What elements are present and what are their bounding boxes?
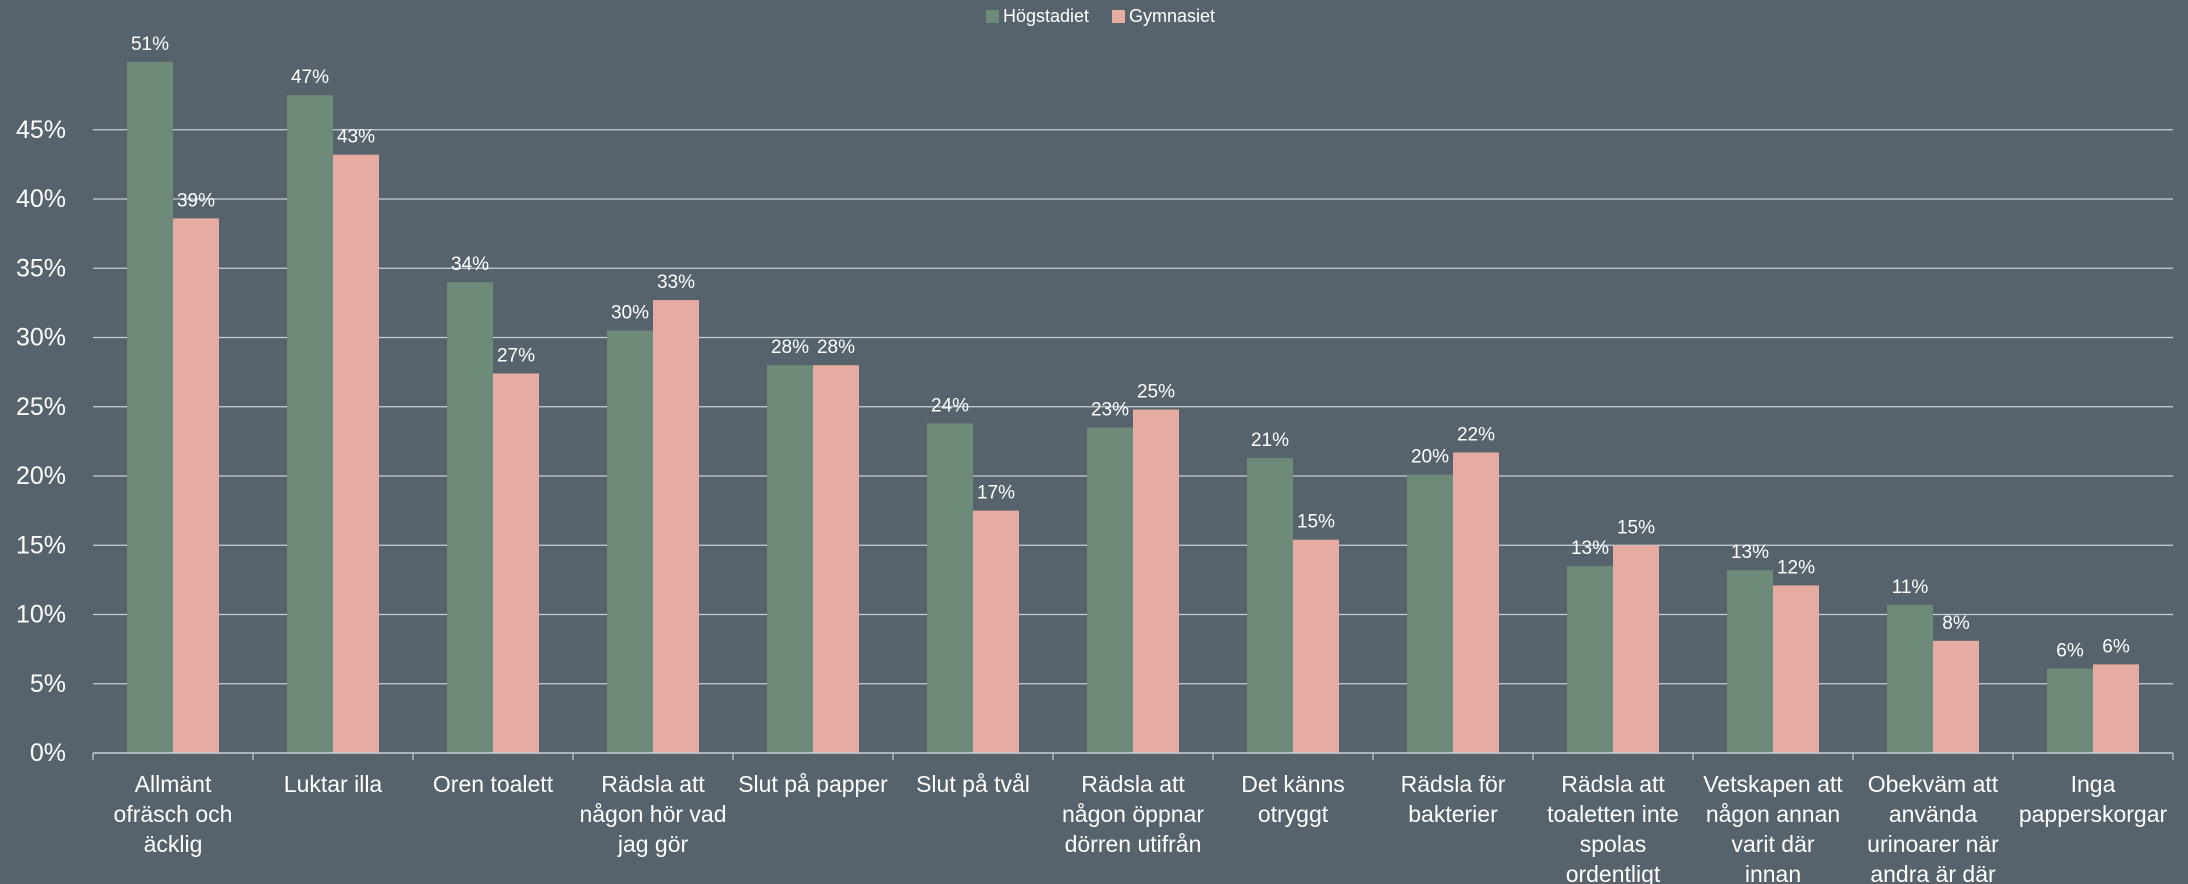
bar-gymnasiet <box>173 218 219 753</box>
legend-swatch <box>986 10 999 23</box>
bar-hogstadiet <box>2047 668 2093 753</box>
data-label: 25% <box>1137 382 1175 403</box>
data-label: 17% <box>977 483 1015 504</box>
data-label: 39% <box>177 190 215 211</box>
data-label: 27% <box>497 346 535 367</box>
category-label: Allmänt ofräsch och äcklig <box>114 771 233 857</box>
bar-gymnasiet <box>493 373 539 753</box>
y-tick-label: 35% <box>16 254 66 282</box>
data-label: 15% <box>1617 517 1655 538</box>
category-label: Slut på tvål <box>916 771 1030 797</box>
y-tick-label: 15% <box>16 531 66 559</box>
y-tick-label: 10% <box>16 601 66 629</box>
y-tick-label: 5% <box>30 670 66 698</box>
data-label: 28% <box>771 337 809 358</box>
category-label: Inga papperskorgar <box>2019 771 2168 827</box>
y-tick-label: 0% <box>30 739 66 767</box>
gridlines <box>93 129 2173 685</box>
bar-gymnasiet <box>973 510 1019 753</box>
category-label: Rädsla att någon hör vad jag gör <box>579 771 726 857</box>
legend: Högstadiet Gymnasiet <box>986 6 1215 26</box>
bar-gymnasiet <box>1933 640 1979 753</box>
bar-hogstadiet <box>767 365 813 753</box>
category-label: Rädsla att någon öppnar dörren utifrån <box>1062 771 1204 857</box>
data-label: 11% <box>1892 577 1929 598</box>
data-label: 23% <box>1091 400 1129 421</box>
bar-gymnasiet <box>653 300 699 753</box>
data-label: 51% <box>131 34 169 55</box>
bar-hogstadiet <box>127 61 173 753</box>
data-label: 20% <box>1411 447 1449 468</box>
category-label: Vetskapen att någon annan varit där innan <box>1703 771 1843 884</box>
y-tick-label: 45% <box>16 116 66 144</box>
bar-gymnasiet <box>1133 409 1179 753</box>
bar-gymnasiet <box>1613 545 1659 753</box>
y-tick-label: 40% <box>16 185 66 213</box>
data-label: 24% <box>931 395 969 416</box>
bar-gymnasiet <box>1453 452 1499 753</box>
bar-gymnasiet <box>1293 539 1339 753</box>
bar-hogstadiet <box>1887 604 1933 753</box>
data-label: 33% <box>657 272 695 293</box>
category-label: Slut på papper <box>738 771 888 797</box>
y-axis-ticks: 0% 5% 10% 15% 20% 25% 30% 35% 40% 45% <box>16 116 66 767</box>
data-label: 13% <box>1731 542 1769 563</box>
data-label: 13% <box>1571 538 1609 559</box>
bar-gymnasiet <box>333 154 379 753</box>
bars <box>127 61 2139 753</box>
data-label: 28% <box>817 337 855 358</box>
data-label: 8% <box>1942 613 1970 634</box>
data-label: 43% <box>337 127 375 148</box>
y-tick-label: 30% <box>16 324 66 352</box>
data-label: 34% <box>451 254 489 275</box>
category-label: Oren toalett <box>433 771 554 797</box>
data-label: 12% <box>1777 557 1815 578</box>
bar-gymnasiet <box>1773 585 1819 753</box>
data-label: 6% <box>2056 641 2084 662</box>
bar-gymnasiet <box>813 365 859 753</box>
category-labels: Allmänt ofräsch och äcklig Luktar illa Oren … <box>114 771 2168 884</box>
category-label: Det känns otryggt <box>1241 771 1345 827</box>
data-label: 6% <box>2102 636 2130 657</box>
y-tick-label: 20% <box>16 462 66 490</box>
data-label: 22% <box>1457 424 1495 445</box>
bar-hogstadiet <box>1407 474 1453 753</box>
data-label: 30% <box>611 303 649 324</box>
bar-hogstadiet <box>447 282 493 753</box>
category-label: Obekväm att använda urinoarer när andra är … <box>1867 771 1999 884</box>
bar-hogstadiet <box>1727 570 1773 753</box>
bar-hogstadiet <box>1247 457 1293 753</box>
bar-hogstadiet <box>1567 566 1613 753</box>
bar-hogstadiet <box>287 95 333 753</box>
data-label: 47% <box>291 67 329 88</box>
data-label: 21% <box>1251 430 1289 451</box>
bar-hogstadiet <box>927 423 973 753</box>
bar-hogstadiet <box>607 330 653 753</box>
bar-hogstadiet <box>1087 427 1133 753</box>
legend-label: Gymnasiet <box>1129 6 1215 26</box>
legend-label: Högstadiet <box>1003 6 1089 26</box>
bar-gymnasiet <box>2093 664 2139 753</box>
x-axis <box>92 752 2174 760</box>
y-tick-label: 25% <box>16 393 66 421</box>
category-label: Rädsla att toaletten inte spolas ordentligt <box>1547 771 1679 884</box>
data-label: 15% <box>1297 512 1335 533</box>
category-label: Rädsla för bakterier <box>1401 771 1506 827</box>
legend-swatch <box>1112 10 1125 23</box>
data-labels: 51% 39% 47% 43% 34% 27% 30% 33% 28% 28% 24% 17% 23% 2… <box>131 34 2130 662</box>
category-label: Luktar illa <box>284 771 383 797</box>
